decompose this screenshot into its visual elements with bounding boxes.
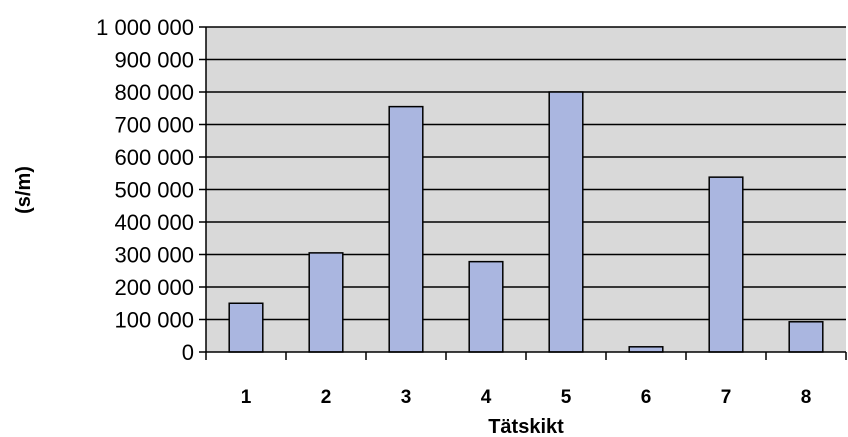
bar-2: [308, 252, 344, 353]
x-tick-label: 2: [321, 387, 332, 408]
y-tick-label: 900 000: [114, 48, 194, 73]
y-axis-title: (s/m): [13, 166, 35, 214]
x-tick-label: 5: [561, 387, 572, 408]
x-tick-label: 7: [721, 387, 732, 408]
bar-7: [708, 176, 744, 353]
y-tick-label: 100 000: [114, 308, 194, 333]
y-tick-label: 400 000: [114, 210, 194, 235]
y-tick-label: 1 000 000: [96, 15, 194, 40]
x-tick-label: 1: [241, 387, 252, 408]
x-tick-labels: 1 2 3 4 5 6 7 8: [241, 387, 812, 408]
y-tick-labels: 0 100 000 200 000 300 000 400 000 500 000 600 …: [96, 15, 194, 365]
x-tick-label: 8: [801, 387, 812, 408]
bar-6: [628, 346, 664, 353]
y-tick-label: 800 000: [114, 80, 194, 105]
x-tick-label: 6: [641, 387, 652, 408]
bar-5: [548, 91, 584, 353]
y-tick-label: 200 000: [114, 275, 194, 300]
y-tick-label: 500 000: [114, 178, 194, 203]
y-tick-label: 700 000: [114, 113, 194, 138]
bars: [228, 91, 824, 353]
y-tick-label: 300 000: [114, 243, 194, 268]
bar-4: [468, 260, 504, 353]
x-tick-label: 3: [401, 387, 412, 408]
bar-1: [228, 302, 264, 353]
y-tick-label: 0: [182, 340, 194, 365]
x-axis-title: Tätskikt: [488, 416, 564, 437]
axes: [199, 26, 847, 360]
y-tick-label: 600 000: [114, 145, 194, 170]
bar-3: [388, 105, 424, 353]
x-tick-label: 4: [481, 387, 492, 408]
bar-8: [788, 321, 824, 353]
